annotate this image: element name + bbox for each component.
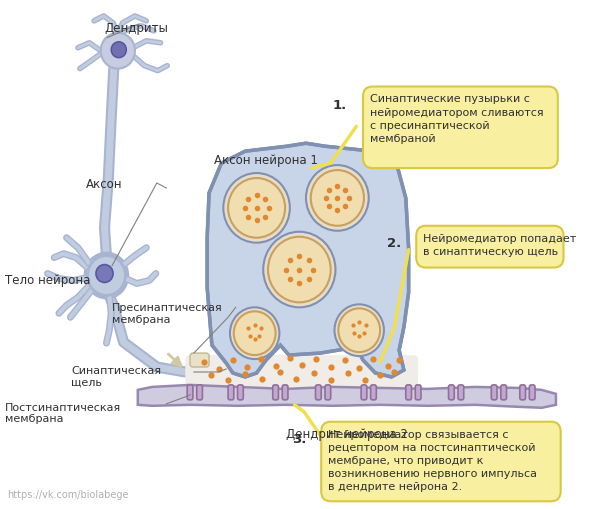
Polygon shape — [138, 385, 556, 408]
FancyBboxPatch shape — [363, 88, 558, 169]
FancyBboxPatch shape — [228, 385, 234, 400]
FancyBboxPatch shape — [529, 385, 535, 400]
Text: Аксон: Аксон — [86, 177, 122, 190]
Text: 1.: 1. — [333, 99, 347, 112]
Circle shape — [111, 43, 126, 59]
Text: 2.: 2. — [387, 236, 401, 249]
Text: Тело нейрона: Тело нейрона — [5, 273, 90, 286]
Circle shape — [83, 252, 129, 300]
FancyBboxPatch shape — [185, 355, 418, 387]
Circle shape — [101, 34, 135, 70]
Circle shape — [306, 166, 368, 231]
Polygon shape — [207, 144, 409, 377]
Circle shape — [230, 308, 280, 359]
FancyBboxPatch shape — [273, 385, 278, 400]
Text: Дендриты: Дендриты — [104, 22, 169, 35]
FancyBboxPatch shape — [449, 385, 454, 400]
FancyBboxPatch shape — [325, 385, 331, 400]
Circle shape — [228, 179, 285, 238]
Circle shape — [223, 174, 290, 243]
FancyBboxPatch shape — [197, 385, 202, 400]
Circle shape — [88, 256, 126, 296]
FancyBboxPatch shape — [187, 385, 193, 400]
FancyBboxPatch shape — [321, 422, 561, 501]
FancyBboxPatch shape — [501, 385, 507, 400]
FancyBboxPatch shape — [282, 385, 288, 400]
Text: Пресинаптическая
мембрана: Пресинаптическая мембрана — [112, 303, 223, 324]
Text: Синаптическая
щель: Синаптическая щель — [71, 365, 161, 387]
Text: Дендрит нейрона 2: Дендрит нейрона 2 — [286, 427, 408, 440]
Text: Нейромедиатор попадает
в синаптическую щель: Нейромедиатор попадает в синаптическую щ… — [423, 233, 576, 257]
FancyBboxPatch shape — [361, 385, 367, 400]
FancyBboxPatch shape — [520, 385, 525, 400]
Circle shape — [338, 309, 380, 352]
Circle shape — [263, 232, 335, 308]
Circle shape — [234, 312, 275, 355]
FancyBboxPatch shape — [371, 385, 376, 400]
FancyBboxPatch shape — [190, 353, 209, 367]
FancyBboxPatch shape — [458, 385, 464, 400]
FancyBboxPatch shape — [491, 385, 497, 400]
Text: Постсинаптическая
мембрана: Постсинаптическая мембрана — [5, 402, 121, 423]
FancyBboxPatch shape — [416, 227, 564, 268]
Circle shape — [335, 305, 384, 356]
Text: Нейромедиатор связывается с
рецептором на постсинаптической
мембране, что привод: Нейромедиатор связывается с рецептором н… — [328, 429, 537, 492]
FancyBboxPatch shape — [406, 385, 411, 400]
Text: Аксон нейрона 1: Аксон нейрона 1 — [214, 154, 318, 167]
FancyBboxPatch shape — [416, 385, 421, 400]
Text: https://vk.com/biolabege: https://vk.com/biolabege — [8, 489, 129, 499]
Text: Синаптические пузырьки с
нейромедиатором сливаются
с пресинаптической
мембраной: Синаптические пузырьки с нейромедиатором… — [370, 94, 543, 144]
Text: 3.: 3. — [292, 432, 306, 445]
FancyBboxPatch shape — [315, 385, 321, 400]
FancyBboxPatch shape — [237, 385, 243, 400]
Circle shape — [96, 265, 113, 283]
Circle shape — [268, 237, 331, 303]
Circle shape — [310, 171, 364, 227]
